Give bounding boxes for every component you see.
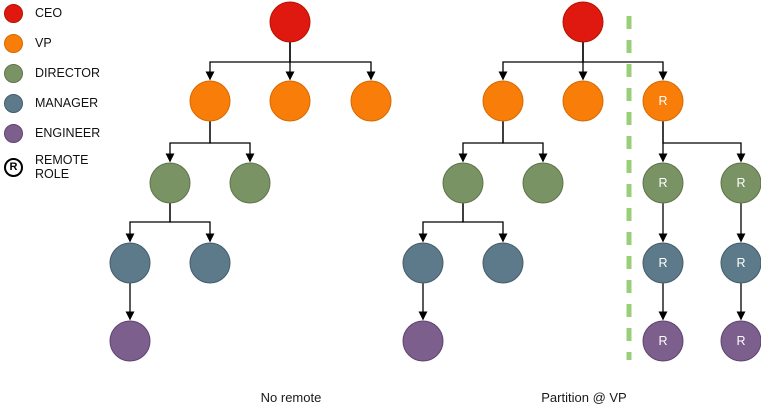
- ceo-color-swatch: [4, 3, 23, 23]
- remote-glyph: R: [736, 334, 745, 348]
- org-edge-t1-vp1-t1-dir1: [165, 121, 211, 163]
- org-edge-t1-dir1-t1-mgr2: [169, 203, 215, 243]
- legend-label-vp: VP: [35, 35, 52, 50]
- node-director[interactable]: [229, 162, 271, 204]
- node-manager[interactable]: [189, 242, 231, 284]
- legend-label-director: DIRECTOR: [35, 65, 101, 80]
- manager-color-swatch: [4, 93, 23, 113]
- remote-glyph: R: [658, 334, 667, 348]
- legend-item-remote-role: R REMOTE ROLE: [2, 153, 132, 182]
- node-engineer-remote[interactable]: [642, 320, 684, 362]
- org-edge-t1-ceo-t1-vp3: [289, 42, 376, 81]
- org-edge-t2-dir1-t2-mgr2: [462, 203, 508, 243]
- node-vp[interactable]: [350, 80, 392, 122]
- org-edge-t1-vp1-t1-dir2: [209, 121, 255, 163]
- node-manager-remote[interactable]: [720, 242, 761, 284]
- engineer-color-swatch: [4, 123, 23, 143]
- legend-label-engineer: ENGINEER: [35, 125, 101, 140]
- remote-glyph: R: [658, 94, 667, 108]
- org-edge-t2-ceo-t2-vp3: [582, 42, 668, 81]
- remote-glyph: R: [658, 176, 667, 190]
- node-director[interactable]: [149, 162, 191, 204]
- legend-item-ceo: CEO: [2, 3, 132, 23]
- remote-glyph: R: [736, 256, 745, 270]
- org-edge-t2-vp1-t2-dir2: [502, 121, 548, 163]
- legend-label-manager: MANAGER: [35, 95, 99, 110]
- legend-item-vp: VP: [2, 33, 132, 53]
- remote-role-icon: R: [4, 157, 23, 177]
- node-manager[interactable]: [402, 242, 444, 284]
- node-director[interactable]: [442, 162, 484, 204]
- node-vp[interactable]: [482, 80, 524, 122]
- org-edge-t1-ceo-t1-vp1: [205, 42, 291, 81]
- node-vp[interactable]: [562, 80, 604, 122]
- node-vp[interactable]: [189, 80, 231, 122]
- legend-item-manager: MANAGER: [2, 93, 132, 113]
- org-edge-t2-ceo-t2-vp1: [498, 42, 584, 81]
- node-ceo[interactable]: [562, 1, 604, 43]
- org-edge-t2-vp3-t2-dir4: [662, 121, 746, 163]
- tree-caption-0: No remote: [261, 390, 322, 405]
- vp-color-swatch: [4, 33, 23, 53]
- node-engineer[interactable]: [109, 320, 151, 362]
- legend-label-remote-role: REMOTE ROLE: [35, 153, 89, 182]
- node-ceo[interactable]: [269, 1, 311, 43]
- node-director-remote[interactable]: [720, 162, 761, 204]
- node-vp-remote[interactable]: [642, 80, 684, 122]
- node-director-remote[interactable]: [642, 162, 684, 204]
- director-color-swatch: [4, 63, 23, 83]
- node-manager-remote[interactable]: [642, 242, 684, 284]
- node-engineer[interactable]: [402, 320, 444, 362]
- node-vp[interactable]: [269, 80, 311, 122]
- tree-caption-1: Partition @ VP: [541, 390, 626, 405]
- remote-glyph: R: [736, 176, 745, 190]
- node-manager[interactable]: [109, 242, 151, 284]
- org-edge-t2-dir1-t2-mgr1: [418, 203, 464, 243]
- legend-item-director: DIRECTOR: [2, 63, 132, 83]
- legend-item-engineer: ENGINEER: [2, 123, 132, 143]
- remote-glyph: R: [658, 256, 667, 270]
- node-director[interactable]: [522, 162, 564, 204]
- node-manager[interactable]: [482, 242, 524, 284]
- legend-label-ceo: CEO: [35, 5, 63, 20]
- legend: CEO VP DIRECTOR MANAGER ENGINEER R REMOTE ROLE: [2, 3, 132, 192]
- org-edge-t2-vp1-t2-dir1: [458, 121, 504, 163]
- org-edge-t1-dir1-t1-mgr1: [125, 203, 171, 243]
- node-engineer-remote[interactable]: [720, 320, 761, 362]
